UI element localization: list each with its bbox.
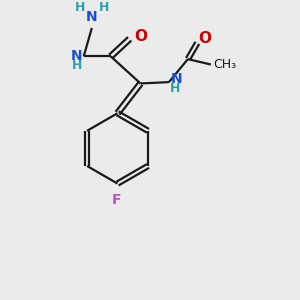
Text: O: O [134,28,147,44]
Text: N: N [170,72,182,86]
Text: H: H [72,58,83,72]
Text: H: H [75,1,85,14]
Text: H: H [99,1,109,14]
Text: H: H [170,82,181,95]
Text: N: N [86,10,98,24]
Text: O: O [199,31,212,46]
Text: F: F [111,193,121,207]
Text: N: N [71,50,82,63]
Text: CH₃: CH₃ [213,58,236,71]
